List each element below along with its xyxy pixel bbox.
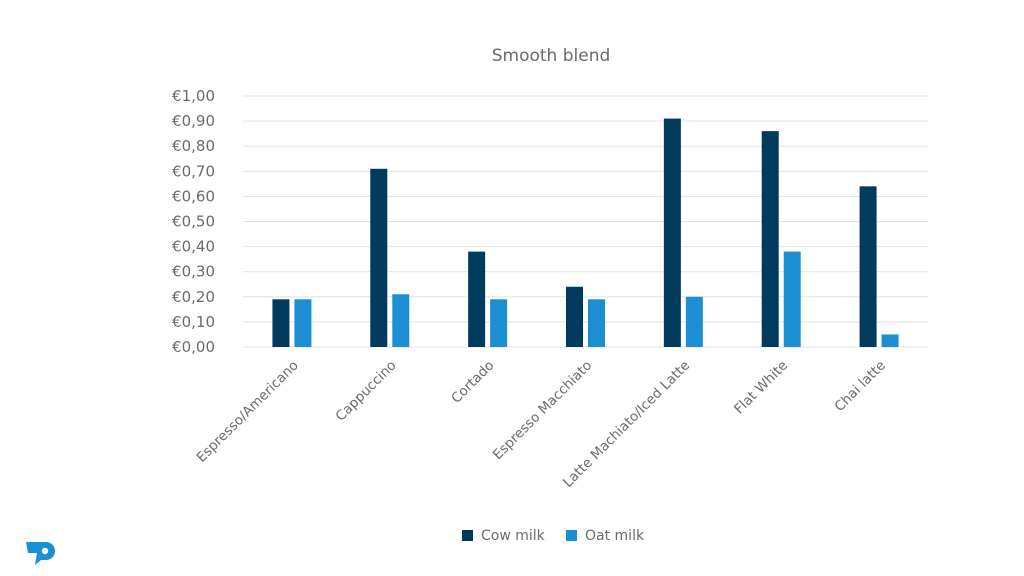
legend-label: Oat milk [585, 528, 645, 544]
y-tick-label: €0,60 [172, 187, 215, 205]
bar-cow-milk [272, 299, 290, 347]
bar-cow-milk [468, 251, 486, 347]
y-tick-label: €0,90 [172, 112, 215, 130]
legend-swatch [462, 530, 473, 541]
y-tick-label: €0,20 [172, 288, 215, 306]
chart-title: Smooth blend [492, 46, 611, 66]
bar-oat-milk [490, 299, 508, 347]
y-tick-label: €1,00 [172, 87, 215, 105]
bar-oat-milk [294, 299, 312, 347]
y-axis-tick-labels: €0,00 €0,10 €0,20 €0,30 €0,40 €0,50 €0,60 €0,70… [172, 87, 215, 356]
bar-cow-milk [859, 186, 877, 347]
brand-logo-icon [26, 542, 55, 565]
bar-oat-milk [392, 294, 410, 347]
x-tick-label: Espresso Macchiato [490, 358, 596, 464]
legend: Cow milk Oat milk [462, 528, 645, 544]
y-tick-label: €0,10 [172, 313, 215, 331]
gridlines [243, 95, 928, 348]
y-tick-label: €0,30 [172, 263, 215, 281]
bar-cow-milk [761, 131, 779, 347]
x-tick-label: Chai latte [831, 358, 888, 415]
x-tick-label: Espresso/Americano [194, 358, 302, 466]
x-tick-label: Cappuccino [333, 358, 400, 425]
bar-cow-milk [566, 286, 583, 347]
y-tick-label: €0,80 [172, 137, 215, 155]
legend-swatch [566, 530, 577, 541]
y-tick-label: €0,00 [172, 338, 215, 356]
bar-cow-milk [370, 168, 388, 347]
bar-cow-milk [663, 118, 681, 347]
y-tick-label: €0,70 [172, 162, 215, 180]
bar-oat-milk [685, 296, 703, 347]
y-tick-label: €0,50 [172, 213, 215, 231]
legend-label: Cow milk [481, 528, 546, 544]
y-tick-label: €0,40 [172, 238, 215, 256]
bars [272, 118, 899, 347]
bar-oat-milk [783, 251, 801, 347]
x-axis-tick-labels: Espresso/Americano Cappuccino CortadoEspre… [194, 358, 889, 491]
x-tick-label: Cortado [448, 358, 497, 407]
bar-oat-milk [588, 299, 605, 347]
bar-oat-milk [881, 334, 899, 347]
x-tick-label: Flat White [731, 358, 791, 418]
